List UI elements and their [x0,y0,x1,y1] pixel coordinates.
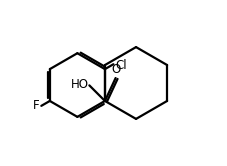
Text: O: O [111,63,121,76]
Text: Cl: Cl [115,59,126,72]
Text: F: F [33,99,39,112]
Text: HO: HO [70,78,88,91]
